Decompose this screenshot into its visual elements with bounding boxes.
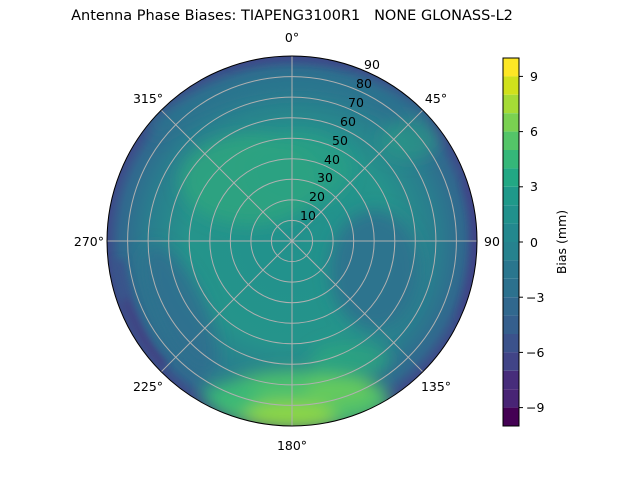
svg-text:0°: 0° bbox=[285, 30, 299, 45]
svg-text:70: 70 bbox=[348, 95, 364, 110]
polar-frame bbox=[106, 55, 478, 427]
svg-text:−3: −3 bbox=[526, 290, 544, 305]
chart-title: Antenna Phase Biases: TIAPENG3100R1 NONE… bbox=[71, 8, 513, 24]
svg-text:80: 80 bbox=[356, 76, 372, 91]
svg-text:135°: 135° bbox=[421, 379, 451, 394]
svg-text:3: 3 bbox=[530, 179, 538, 194]
radial-tick-labels: 10 20 30 40 50 60 70 80 90 bbox=[300, 57, 380, 223]
svg-text:315°: 315° bbox=[133, 91, 163, 106]
svg-text:45°: 45° bbox=[425, 91, 447, 106]
svg-text:180°: 180° bbox=[277, 438, 307, 453]
svg-text:10: 10 bbox=[300, 208, 316, 223]
svg-text:0: 0 bbox=[530, 235, 538, 250]
svg-text:−6: −6 bbox=[526, 345, 544, 360]
colorbar-label: Bias (mm) bbox=[554, 210, 569, 274]
svg-text:60: 60 bbox=[340, 114, 356, 129]
svg-text:6: 6 bbox=[530, 124, 538, 139]
azimuth-grid bbox=[107, 56, 477, 426]
svg-text:−9: −9 bbox=[526, 400, 544, 415]
svg-text:90: 90 bbox=[364, 57, 380, 72]
svg-text:270°: 270° bbox=[74, 234, 104, 249]
svg-text:40: 40 bbox=[324, 152, 340, 167]
colorbar: 9 6 3 0 −3 −6 −9 Bias (mm) bbox=[502, 57, 569, 427]
svg-text:90: 90 bbox=[484, 234, 500, 249]
svg-text:225°: 225° bbox=[133, 379, 163, 394]
svg-text:9: 9 bbox=[530, 69, 538, 84]
azimuth-tick-labels: 0° 45° 90 135° 180° 225° 270° 315° bbox=[74, 30, 500, 453]
svg-text:20: 20 bbox=[309, 189, 325, 204]
svg-text:50: 50 bbox=[332, 133, 348, 148]
svg-text:30: 30 bbox=[317, 170, 333, 185]
